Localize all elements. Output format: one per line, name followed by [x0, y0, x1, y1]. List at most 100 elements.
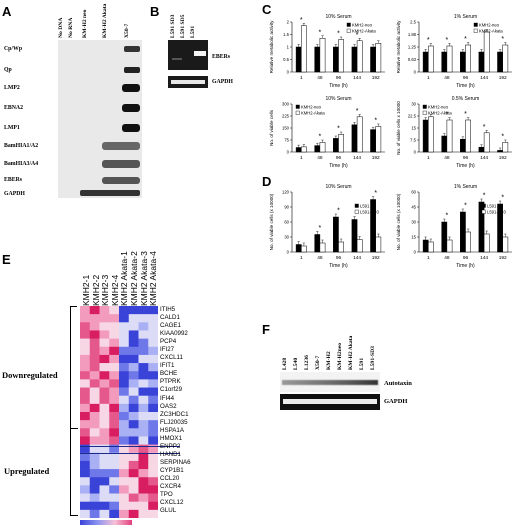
gene-label: IFI44 [160, 394, 175, 402]
gene-list: ITIH5 CALD1 CAGE1 KIAA0992 PCP4 IFI27 CXCL11 IF… [160, 306, 191, 515]
legend-swatch [346, 28, 351, 33]
y-tick-label: 300 [282, 102, 290, 107]
blot-row-label: LMP1 [4, 125, 20, 131]
legend-swatch [354, 203, 359, 208]
heatmap-cell [89, 338, 100, 348]
bar [465, 119, 471, 153]
gene-label: TPO [160, 491, 173, 499]
bar [333, 138, 339, 153]
heatmap-cell [119, 436, 130, 445]
heatmap-cell [89, 420, 100, 429]
bar [483, 233, 490, 253]
gene-label: FLJ20035 [160, 418, 188, 426]
heatmap-cell [89, 509, 100, 518]
y-tick-label: 30 [411, 102, 416, 107]
heatmap-cell [89, 469, 100, 478]
heatmap-cell [89, 330, 100, 339]
heatmap-cell [138, 330, 149, 339]
bar [502, 236, 509, 253]
heatmap-cell [148, 387, 158, 396]
heatmap-cell [128, 436, 139, 445]
heatmap-cell [119, 322, 130, 331]
bar [338, 241, 344, 253]
heatmap-cell [148, 501, 158, 511]
heatmap-cell [99, 314, 110, 323]
y-tick-label: 0.63 [408, 57, 417, 62]
x-tick-label: 1 [300, 155, 303, 161]
bar [370, 46, 376, 73]
heatmap-cell [119, 460, 130, 470]
heatmap-cell [99, 322, 110, 331]
legend-label: L591-SD3 [360, 209, 380, 214]
heatmap-cell [148, 306, 158, 315]
y-tick-label: 0 [414, 150, 417, 155]
bar [314, 145, 321, 153]
heatmap-cell [99, 420, 110, 429]
lane-label: L591 SD5 [180, 14, 186, 38]
bar [428, 241, 434, 253]
heatmap-cell [138, 501, 149, 511]
bar [422, 239, 429, 253]
heatmap-cell [138, 363, 149, 372]
significance-star: * [464, 203, 467, 210]
heatmap-cell [138, 354, 149, 364]
x-tick-label: 192 [499, 155, 507, 161]
heatmap-cell [128, 338, 139, 348]
heatmap-cell [128, 363, 139, 372]
heatmap-cell [119, 420, 130, 429]
heatmap-cell [119, 485, 130, 494]
bar [314, 234, 321, 253]
blot-row-label: EBERs [4, 177, 23, 183]
gene-label: CAGE1 [160, 322, 181, 330]
heatmap-cell [148, 412, 158, 421]
bar [460, 51, 466, 73]
heatmap-cell [119, 395, 130, 405]
significance-star: * [356, 32, 359, 39]
lane-label: L540 [293, 357, 299, 370]
x-axis-label: Time (h) [456, 263, 475, 269]
panel-a-blot [58, 40, 142, 198]
heatmap-cell [128, 371, 139, 380]
y-tick-label: 60 [284, 220, 289, 225]
y-tick-label: 0 [414, 250, 417, 255]
heatmap-cell [80, 436, 91, 445]
significance-star: * [464, 36, 467, 43]
significance-star: * [337, 31, 340, 38]
heatmap-cell [148, 428, 158, 437]
heatmap-cell [119, 444, 130, 454]
heatmap-cell [109, 436, 120, 445]
heatmap-cell [148, 314, 158, 323]
heatmap-cell [109, 346, 120, 356]
lane-label: X50-7 [315, 355, 321, 370]
heatmap-cell [89, 501, 100, 511]
gene-label: CALD1 [160, 314, 180, 322]
x-tick-label: 48 [317, 75, 323, 81]
heatmap-cell [138, 346, 149, 356]
heatmap-cell [148, 346, 158, 356]
significance-star: * [446, 37, 449, 44]
significance-star: * [483, 124, 486, 131]
heatmap-cell [119, 363, 130, 372]
panel-b-column-labels: L591 SD3 L591 SD5 L591 [168, 14, 208, 40]
gene-label: ZC3HDC1 [160, 410, 189, 418]
heatmap-cell [80, 330, 91, 339]
heatmap-cell [99, 354, 110, 364]
heatmap-cell [80, 469, 91, 478]
bar [446, 45, 453, 73]
significance-star: * [337, 126, 340, 133]
heatmap-cell [109, 420, 120, 429]
heatmap-cell [80, 314, 91, 323]
bar [301, 25, 307, 73]
y-tick-label: 150 [282, 126, 290, 131]
x-tick-label: 144 [480, 255, 488, 261]
panel-f-gel-gapdh [280, 394, 380, 410]
legend-swatch [422, 110, 427, 115]
heatmap-cell [99, 338, 110, 348]
lane-label: X50-7 [124, 23, 130, 38]
heatmap-cell [119, 387, 130, 396]
y-tick-label: 30 [284, 235, 289, 240]
heatmap-cell [89, 412, 100, 421]
y-axis-label: No. of viable cells (x 10000) [396, 193, 401, 250]
significance-star: * [483, 193, 486, 200]
heatmap-cell [119, 501, 130, 511]
